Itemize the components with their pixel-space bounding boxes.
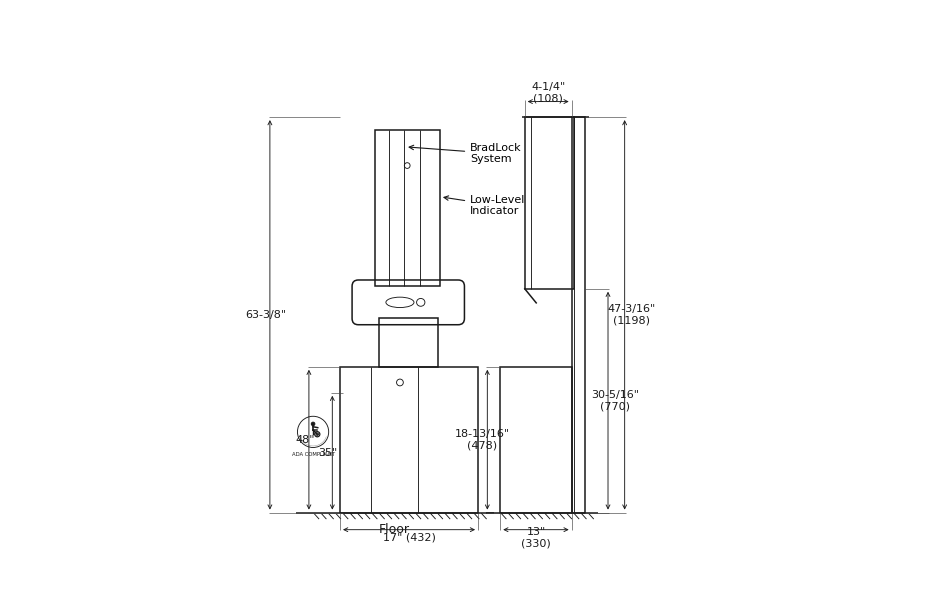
Text: 63-3/8": 63-3/8" — [245, 310, 287, 320]
Text: Low-Level
Indicator: Low-Level Indicator — [444, 195, 525, 216]
Circle shape — [312, 422, 314, 426]
Bar — [376, 130, 440, 286]
Text: ADA COMPLIANT: ADA COMPLIANT — [291, 452, 335, 457]
Text: 48": 48" — [295, 435, 314, 444]
Bar — [340, 367, 478, 513]
Text: BradLock
System: BradLock System — [409, 143, 522, 164]
Text: 4-1/4"
(108): 4-1/4" (108) — [531, 82, 565, 103]
Text: 30-5/16"
(770): 30-5/16" (770) — [591, 390, 639, 412]
Text: 18-13/16"
(478): 18-13/16" (478) — [454, 429, 510, 451]
Bar — [524, 117, 574, 289]
Text: 47-3/16"
(1198): 47-3/16" (1198) — [608, 304, 656, 326]
Bar — [500, 367, 572, 513]
Text: 13"
(330): 13" (330) — [521, 527, 551, 548]
Bar — [572, 117, 585, 513]
Bar — [379, 319, 438, 367]
Text: 35": 35" — [318, 447, 338, 458]
Text: Floor: Floor — [379, 523, 410, 536]
Text: 17" (432): 17" (432) — [383, 533, 436, 542]
